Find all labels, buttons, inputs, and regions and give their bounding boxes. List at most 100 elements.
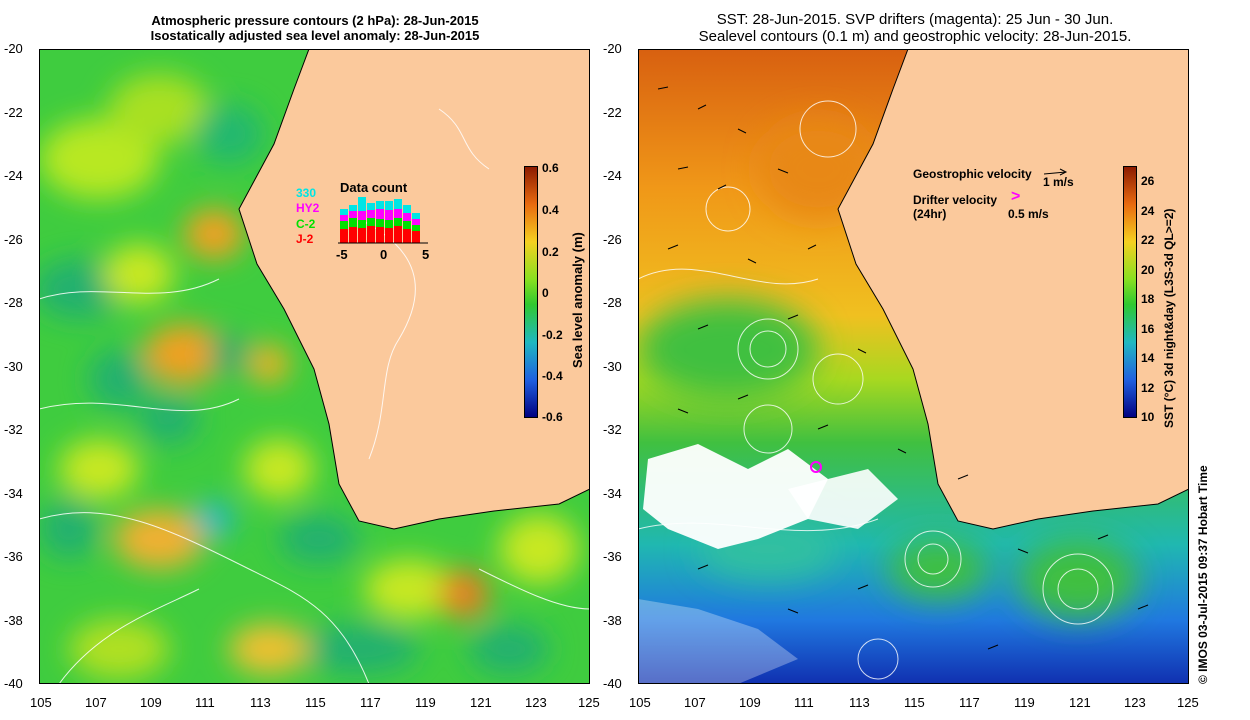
left-x-tick: 115 (305, 695, 326, 710)
sst-cb-tick: 20 (1141, 263, 1155, 277)
sst-cb-tick: 16 (1141, 322, 1155, 336)
drifter-label: Drifter velocity (913, 193, 998, 207)
geostrophic-scale: 1 m/s (1043, 175, 1074, 189)
sla-cb-tick: 0 (542, 286, 549, 300)
sst-coastline (837, 49, 1189, 530)
sst-colorbar-label: SST (°C) 3d night&day (L3S-3d QL>=2) (1162, 208, 1176, 429)
left-y-tick: -30 (4, 359, 23, 374)
left-y-tick: -22 (4, 105, 23, 120)
data-count-title: Data count (340, 180, 408, 195)
legend-j2: J-2 (296, 232, 314, 246)
geostrophic-label: Geostrophic velocity (913, 167, 1032, 181)
right-y-tick: -38 (603, 613, 622, 628)
legend-c2: C-2 (296, 217, 316, 231)
sla-cb-tick: 0.2 (542, 245, 559, 259)
data-count-histogram (338, 197, 428, 244)
right-x-tick: 119 (1014, 695, 1035, 710)
sla-cb-tick: 0.4 (542, 203, 559, 217)
sst-cloud-gaps (638, 444, 898, 684)
data-count-xtick: 5 (422, 247, 430, 262)
sst-cb-tick: 12 (1141, 381, 1155, 395)
right-title: SST: 28-Jun-2015. SVP drifters (magenta)… (638, 11, 1192, 45)
sla-coastline (238, 49, 590, 530)
left-y-tick: -26 (4, 232, 23, 247)
left-title: Atmospheric pressure contours (2 hPa): 2… (40, 13, 590, 43)
left-y-tick: -40 (4, 676, 23, 691)
sla-pressure-contours (39, 108, 590, 684)
right-y-tick: -34 (603, 486, 622, 501)
right-y-tick: -20 (603, 41, 622, 56)
left-y-tick: -24 (4, 168, 23, 183)
sst-cb-tick: 18 (1141, 292, 1155, 306)
right-x-tick: 111 (794, 695, 814, 710)
drifter-scale: 0.5 m/s (1008, 207, 1049, 221)
legend-hy2: HY2 (296, 201, 320, 215)
left-title-line1: Atmospheric pressure contours (2 hPa): 2… (151, 13, 479, 28)
right-y-tick: -24 (603, 168, 622, 183)
sst-cb-tick: 14 (1141, 351, 1155, 365)
data-count-xtick: 0 (380, 247, 388, 262)
right-x-tick: 109 (739, 695, 761, 710)
sst-colorbar (1123, 166, 1137, 418)
left-x-tick: 123 (525, 695, 547, 710)
right-y-tick: -40 (603, 676, 622, 691)
right-y-tick: -32 (603, 422, 622, 437)
left-x-tick: 117 (360, 695, 381, 710)
sla-colorbar-label: Sea level anomaly (m) (570, 232, 585, 368)
left-y-tick: -32 (4, 422, 23, 437)
sst-cb-tick: 22 (1141, 233, 1155, 247)
right-y-tick: -22 (603, 105, 622, 120)
sst-cb-tick: 26 (1141, 174, 1155, 188)
right-x-tick: 121 (1069, 695, 1091, 710)
sst-land-australia (838, 49, 1189, 529)
left-y-tick: -38 (4, 613, 23, 628)
sst-sealevel-contours (638, 100, 1114, 680)
sst-velocity-arrows (657, 86, 1149, 650)
sst-cb-tick: 10 (1141, 410, 1155, 424)
sst-cb-tick: 24 (1141, 204, 1155, 218)
right-x-tick: 113 (849, 695, 870, 710)
left-x-tick: 105 (30, 695, 52, 710)
drifter-track (810, 461, 822, 473)
right-title-line1: SST: 28-Jun-2015. SVP drifters (magenta)… (716, 11, 1114, 28)
left-y-tick: -34 (4, 486, 23, 501)
left-x-tick: 107 (85, 695, 107, 710)
left-y-tick: -36 (4, 549, 23, 564)
sla-cb-tick: -0.2 (542, 328, 563, 342)
sst-map (638, 49, 1189, 684)
drifter-arrow-icon: > (1011, 188, 1021, 205)
right-y-tick: -36 (603, 549, 622, 564)
left-x-tick: 113 (250, 695, 271, 710)
left-title-line2: Isostatically adjusted sea level anomaly… (150, 28, 480, 43)
left-y-tick: -20 (4, 41, 23, 56)
sla-cb-tick: -0.4 (542, 369, 563, 383)
left-x-tick: 119 (415, 695, 436, 710)
left-x-tick: 125 (578, 695, 600, 710)
right-y-tick: -28 (603, 295, 622, 310)
sla-land-australia (239, 49, 590, 529)
drifter-sub: (24hr) (913, 207, 947, 221)
right-x-tick: 125 (1177, 695, 1199, 710)
sla-anomaly-blobs (39, 74, 579, 679)
right-x-tick: 123 (1124, 695, 1146, 710)
legend-330: 330 (296, 186, 317, 200)
left-x-tick: 109 (140, 695, 162, 710)
sla-map (39, 49, 590, 684)
left-y-tick: -28 (4, 295, 23, 310)
histogram-bars (340, 197, 420, 243)
right-x-tick: 107 (684, 695, 706, 710)
right-y-tick: -26 (603, 232, 622, 247)
imos-credit: © IMOS 03-Jul-2015 09:37 Hobart Time (1196, 465, 1210, 684)
sla-colorbar (524, 166, 538, 418)
right-y-tick: -30 (603, 359, 622, 374)
right-x-tick: 117 (959, 695, 980, 710)
right-x-tick: 105 (629, 695, 651, 710)
geostrophic-arrow-icon (1044, 168, 1068, 176)
right-title-line2: Sealevel contours (0.1 m) and geostrophi… (698, 28, 1132, 45)
data-count-xtick: -5 (336, 247, 348, 262)
sla-cb-tick: -0.6 (542, 410, 563, 424)
left-x-tick: 111 (195, 695, 215, 710)
left-x-tick: 121 (470, 695, 492, 710)
sla-cb-tick: 0.6 (542, 161, 559, 175)
right-x-tick: 115 (904, 695, 925, 710)
